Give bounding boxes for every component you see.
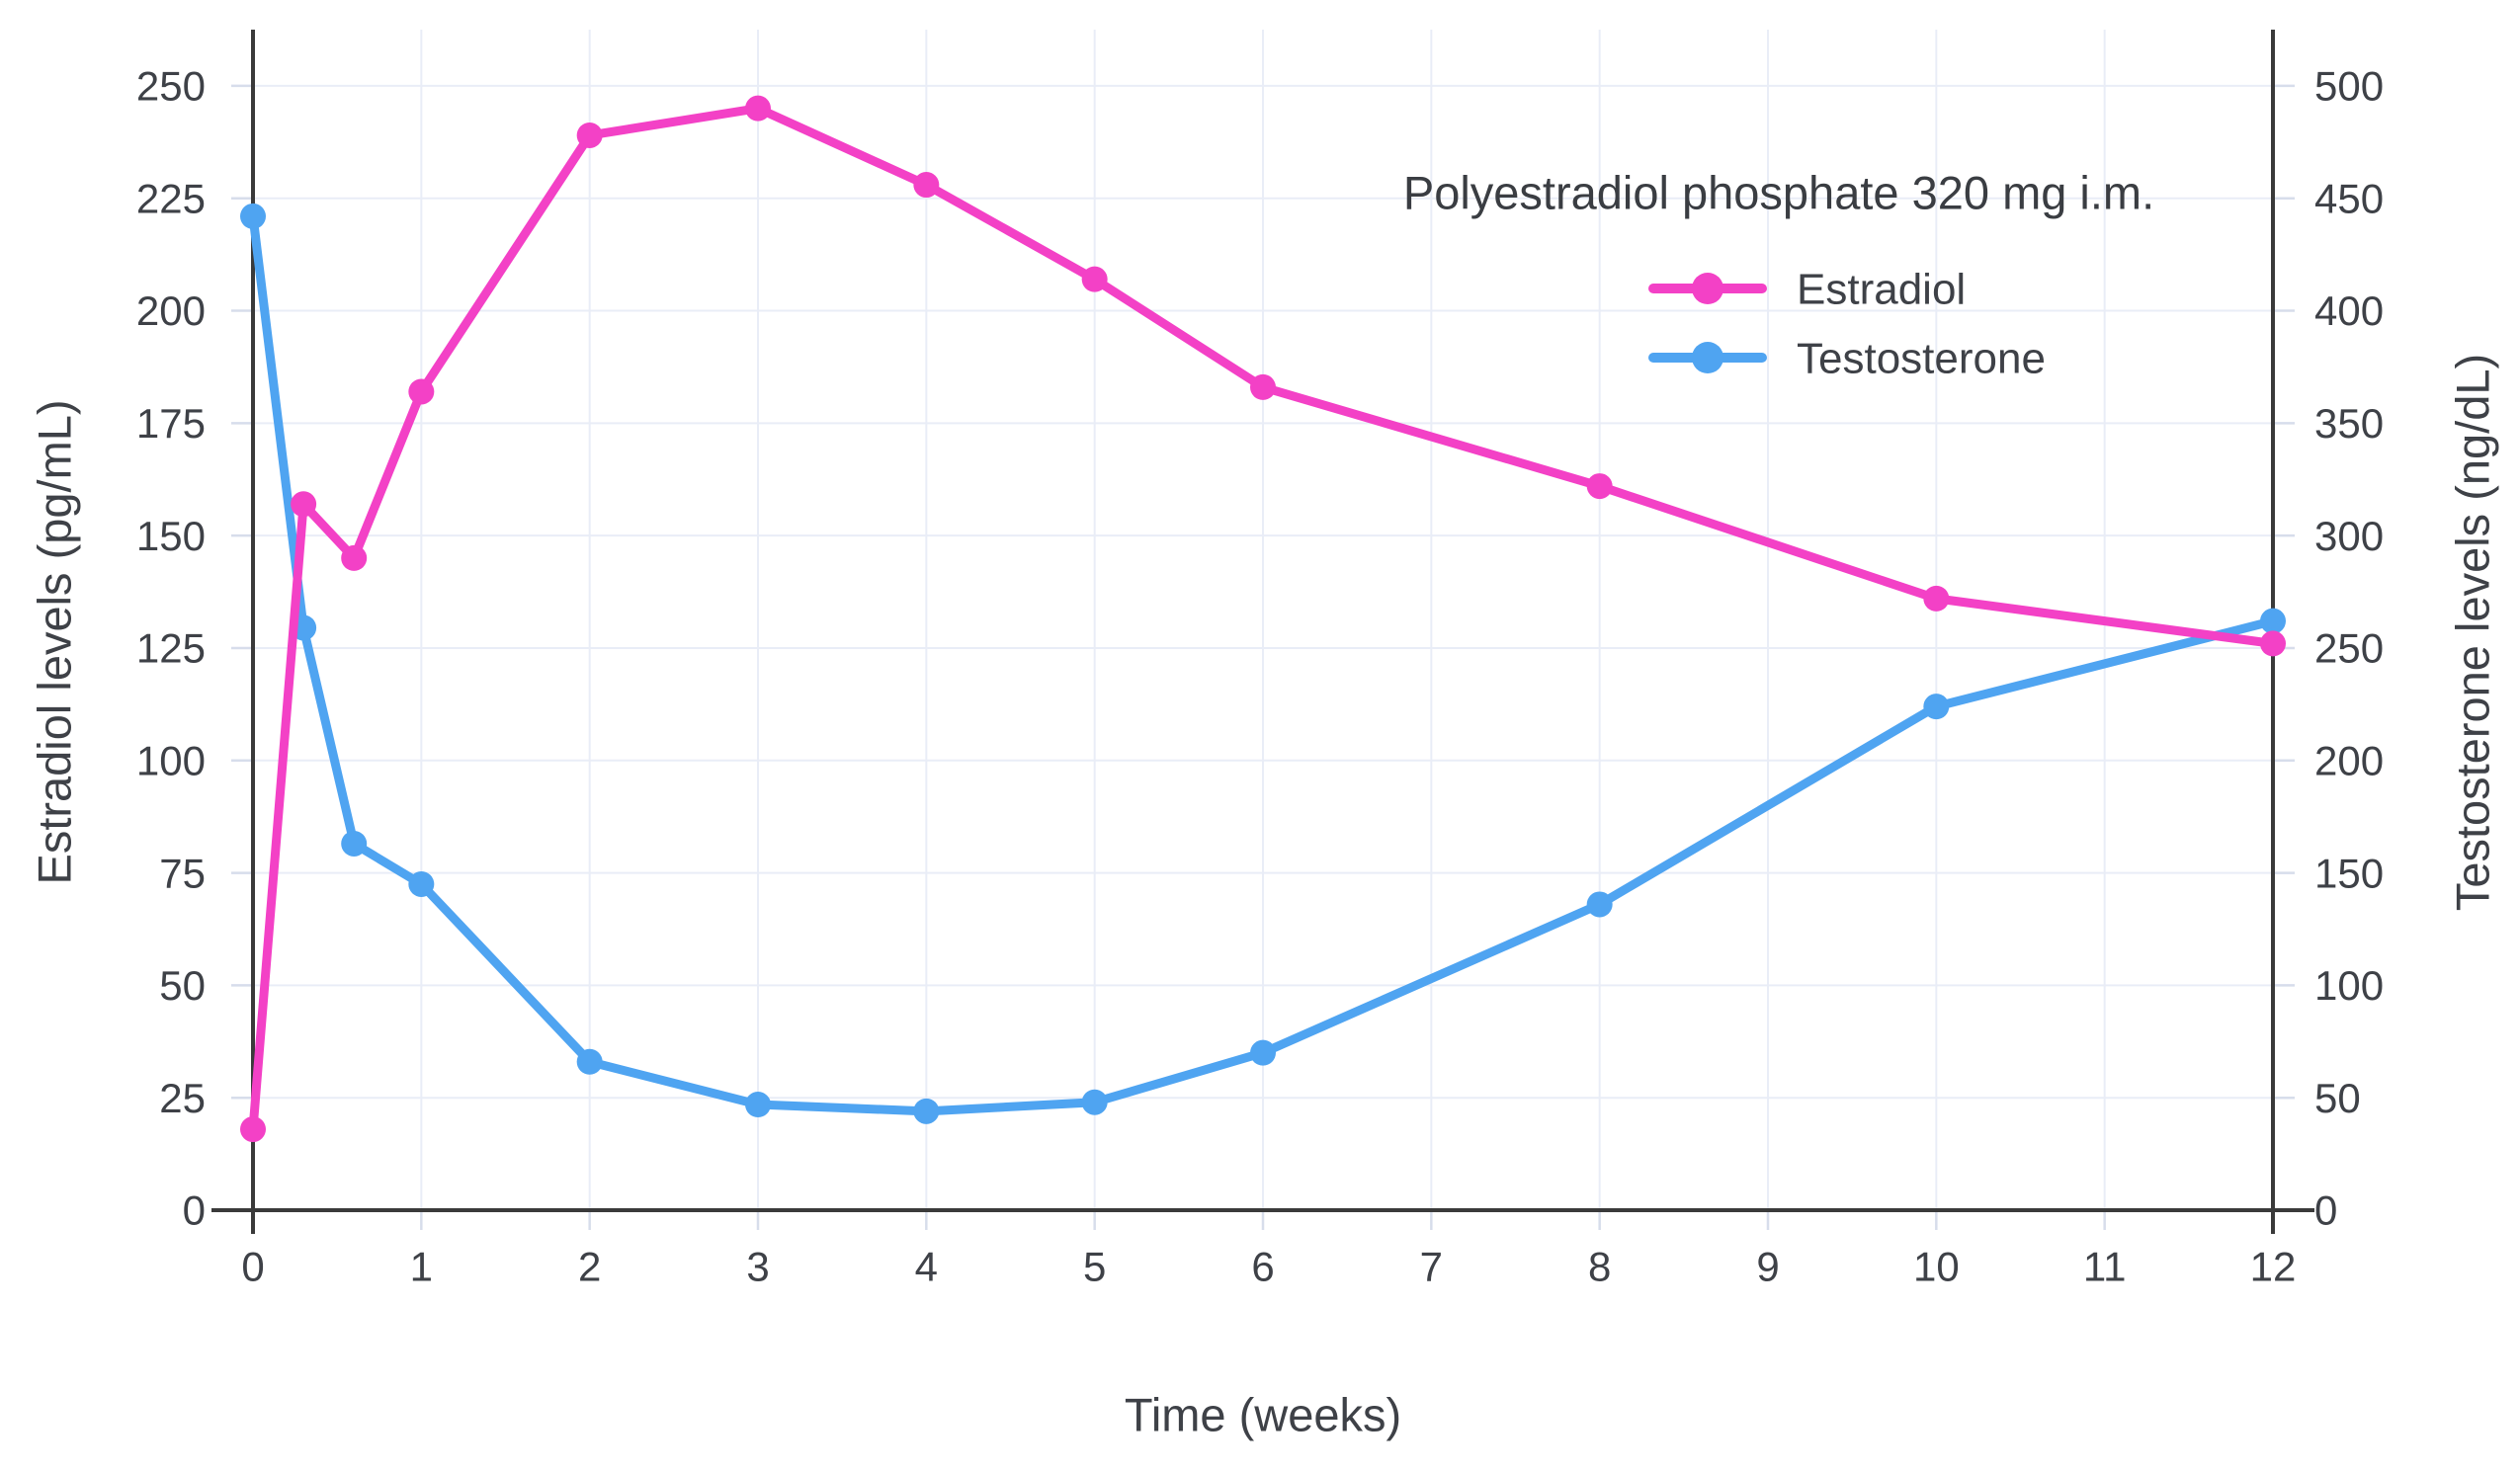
testosterone-marker	[1923, 694, 1950, 720]
estradiol-marker	[1586, 473, 1613, 500]
testosterone-line	[248, 211, 2278, 1116]
estradiol-marker	[240, 1116, 266, 1143]
estradiol-marker	[913, 172, 940, 199]
estradiol-marker	[576, 122, 603, 148]
x-tick-label: 9	[1756, 1244, 1779, 1290]
legend-label: Testosterone	[1797, 334, 2046, 382]
tick-labels: 0255075100125150175200225250050100150200…	[136, 63, 2384, 1290]
x-tick-label: 11	[2083, 1244, 2127, 1290]
y-left-tick-label: 200	[136, 287, 206, 334]
y-right-tick-label: 150	[2314, 850, 2384, 896]
estradiol-marker	[1081, 266, 1108, 292]
x-axis-title: Time (weeks)	[1125, 1388, 1401, 1440]
y-right-tick-label: 300	[2314, 513, 2384, 559]
estradiol-marker	[1250, 373, 1276, 400]
testosterone-marker	[240, 203, 266, 229]
estradiol-marker	[745, 95, 771, 122]
testosterone-marker	[1586, 891, 1613, 918]
y-left-tick-label: 25	[159, 1075, 206, 1121]
y-right-tick-label: 100	[2314, 962, 2384, 1009]
testosterone-marker	[408, 870, 435, 897]
legend-label: Estradiol	[1797, 265, 1966, 313]
testosterone-marker	[913, 1098, 940, 1124]
y-right-tick-label: 500	[2314, 63, 2384, 110]
estradiol-marker	[2260, 630, 2286, 657]
x-tick-label: 1	[410, 1244, 433, 1290]
estradiol-marker	[341, 544, 368, 571]
legend-swatch-marker	[1692, 342, 1723, 373]
y-right-tick-label: 400	[2314, 287, 2384, 334]
legend: Estradiol Testosterone	[1648, 265, 2046, 382]
y-left-tick-label: 250	[136, 63, 206, 110]
annotation-title: Polyestradiol phosphate 320 mg i.m.	[1403, 166, 2154, 218]
x-tick-label: 12	[2250, 1244, 2297, 1290]
data-series	[240, 95, 2286, 1143]
estradiol-marker	[408, 378, 435, 405]
y-right-tick-label: 250	[2314, 625, 2384, 672]
y-axis-title-left: Estradiol levels (pg/mL)	[28, 399, 80, 884]
x-tick-label: 0	[241, 1244, 264, 1290]
testosterone-marker	[1250, 1039, 1276, 1066]
estradiol-marker	[291, 491, 317, 518]
x-tick-label: 3	[746, 1244, 769, 1290]
gridlines	[253, 30, 2273, 1210]
y-left-tick-label: 150	[136, 513, 206, 559]
y-right-tick-label: 0	[2314, 1187, 2337, 1234]
y-left-tick-label: 100	[136, 737, 206, 783]
y-right-tick-label: 350	[2314, 400, 2384, 447]
y-left-tick-label: 225	[136, 175, 206, 221]
y-left-tick-label: 175	[136, 400, 206, 447]
y-right-tick-label: 450	[2314, 175, 2384, 221]
y-left-tick-label: 50	[159, 962, 206, 1009]
y-left-tick-label: 0	[183, 1187, 206, 1234]
testosterone-marker	[1081, 1089, 1108, 1115]
y-axis-title-right: Testosterone levels (ng/dL)	[2446, 354, 2498, 911]
x-tick-label: 2	[578, 1244, 601, 1290]
testosterone-marker	[341, 830, 368, 857]
x-tick-label: 8	[1588, 1244, 1611, 1290]
x-tick-label: 6	[1251, 1244, 1274, 1290]
testosterone-marker	[576, 1048, 603, 1075]
legend-item-estradiol: Estradiol	[1648, 265, 1966, 313]
legend-swatch-marker	[1692, 273, 1723, 304]
testosterone-marker	[745, 1092, 771, 1118]
x-tick-label: 7	[1420, 1244, 1443, 1290]
y-right-tick-label: 200	[2314, 737, 2384, 783]
x-tick-label: 4	[915, 1244, 938, 1290]
y-left-tick-label: 75	[159, 850, 206, 896]
x-tick-label: 10	[1913, 1244, 1960, 1290]
y-left-tick-label: 125	[136, 625, 206, 672]
testosterone-marker	[2260, 608, 2286, 634]
y-right-tick-label: 50	[2314, 1075, 2361, 1121]
x-tick-label: 5	[1083, 1244, 1106, 1290]
estradiol-marker	[1923, 585, 1950, 612]
legend-item-testosterone: Testosterone	[1648, 334, 2046, 382]
